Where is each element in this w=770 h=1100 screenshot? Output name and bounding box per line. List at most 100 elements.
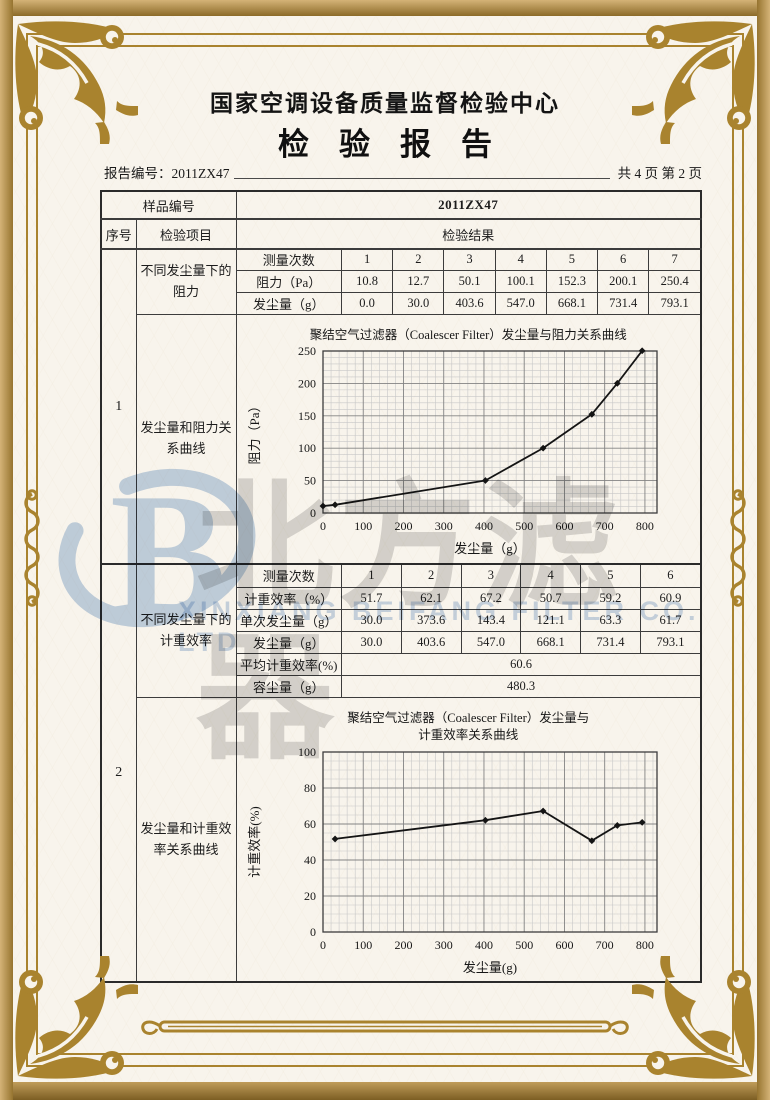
- table-cell: 5: [545, 250, 599, 271]
- table-row: 发尘量和计重效率关系曲线 聚结空气过滤器（Coalescer Filter）发尘…: [101, 697, 702, 983]
- item-cell: 发尘量和阻力关系曲线: [135, 314, 237, 565]
- table-row: 1 不同发尘量下的阻力 测量次数 1 2 3 4 5 6 7: [100, 248, 702, 565]
- svg-text:100: 100: [298, 442, 316, 456]
- border-bar: [0, 0, 13, 1100]
- svg-text:0: 0: [310, 506, 316, 520]
- svg-text:20: 20: [304, 889, 316, 903]
- table-row: 发尘量和阻力关系曲线 聚结空气过滤器（Coalescer Filter）发尘量与…: [101, 314, 702, 565]
- table-row: 计重效率（%） 51.7 62.1 67.2 50.7 59.2 60.9: [236, 586, 701, 610]
- svg-text:50: 50: [304, 474, 316, 488]
- item-cell: 发尘量和计重效率关系曲线: [135, 697, 237, 983]
- svg-text:700: 700: [596, 519, 614, 533]
- table-cell: 1: [341, 250, 394, 271]
- bottom-rod-ornament-icon: [141, 1020, 629, 1035]
- table-cell: 测量次数: [236, 250, 343, 271]
- table-cell: 发尘量（g）: [236, 291, 343, 314]
- table-cell: 12.7: [392, 269, 445, 293]
- table-cell: 731.4: [580, 630, 641, 654]
- table-cell: 62.1: [400, 586, 462, 610]
- table-cell: 50.1: [443, 269, 496, 293]
- table-row: 单次发尘量（g） 30.0 373.6 143.4 121.1 63.3 61.…: [236, 608, 701, 632]
- table-cell: 30.0: [392, 291, 445, 314]
- frame-outer-line: [26, 33, 744, 1067]
- col-header-result: 检验结果: [235, 218, 702, 250]
- table-row: 测量次数 1 2 3 4 5 6: [236, 565, 701, 588]
- svg-text:100: 100: [355, 938, 373, 952]
- results-cell: 测量次数 1 2 3 4 5 6 7 阻力（Pa） 10.8 12.7 50.1: [235, 248, 702, 315]
- svg-text:500: 500: [515, 938, 533, 952]
- svg-text:150: 150: [298, 409, 316, 423]
- resistance-data-table: 测量次数 1 2 3 4 5 6 7 阻力（Pa） 10.8 12.7 50.1: [236, 250, 701, 314]
- report-meta: 报告编号：2011ZX47 共 4 页 第 2 页: [104, 162, 702, 182]
- col-header-serial: 序号: [100, 218, 137, 250]
- table-cell: 60.9: [639, 586, 701, 610]
- svg-text:400: 400: [475, 519, 493, 533]
- table-cell: 152.3: [545, 269, 599, 293]
- table-cell: 668.1: [520, 630, 582, 654]
- table-cell: 3: [443, 250, 496, 271]
- table-cell: 3: [460, 565, 522, 588]
- side-scroll-icon: [24, 489, 40, 607]
- chart-title: 聚结空气过滤器（Coalescer Filter）发尘量与 计重效率关系曲线: [237, 710, 701, 744]
- svg-text:阻力（Pa）: 阻力（Pa）: [247, 400, 262, 465]
- org-title: 国家空调设备质量监督检验中心: [210, 90, 560, 116]
- item-cell: 不同发尘量下的计重效率: [135, 563, 237, 698]
- col-header-item: 检验项目: [135, 218, 237, 250]
- chart-cell: 聚结空气过滤器（Coalescer Filter）发尘量与阻力关系曲线 0 100…: [235, 314, 702, 565]
- svg-text:200: 200: [395, 938, 413, 952]
- table-cell: 5: [580, 565, 641, 588]
- table-cell: 阻力（Pa）: [236, 269, 343, 293]
- svg-text:200: 200: [395, 519, 413, 533]
- svg-text:300: 300: [435, 519, 453, 533]
- item-cell: 不同发尘量下的阻力: [135, 248, 237, 315]
- table-cell: 547.0: [460, 630, 522, 654]
- efficiency-chart: 0 100 200 300 400 500 600 700 800 0 20 40 60 80 100 发尘量…: [247, 746, 658, 975]
- table-row: 发尘量（g） 30.0 403.6 547.0 668.1 731.4 793.…: [236, 630, 701, 654]
- table-cell: 373.6: [400, 608, 462, 632]
- table-cell: 793.1: [648, 291, 701, 314]
- table-cell: 731.4: [597, 291, 650, 314]
- svg-text:0: 0: [320, 938, 326, 952]
- table-cell: 平均计重效率(%): [236, 652, 343, 676]
- svg-text:100: 100: [355, 519, 373, 533]
- svg-text:200: 200: [298, 377, 316, 391]
- svg-text:600: 600: [556, 938, 574, 952]
- sample-label-cell: 样品编号: [100, 190, 237, 220]
- table-cell: 100.1: [494, 269, 547, 293]
- svg-text:400: 400: [475, 938, 493, 952]
- table-cell: 143.4: [460, 608, 522, 632]
- table-cell: 测量次数: [236, 565, 343, 588]
- serial-cell: 2: [100, 563, 137, 983]
- table-cell: 480.3: [341, 674, 701, 697]
- table-cell: 547.0: [494, 291, 547, 314]
- chart-title-line2: 计重效率关系曲线: [418, 728, 519, 742]
- table-cell: 403.6: [400, 630, 462, 654]
- svg-text:80: 80: [304, 781, 316, 795]
- table-row: 测量次数 1 2 3 4 5 6 7: [236, 250, 701, 271]
- table-cell: 单次发尘量（g）: [236, 608, 343, 632]
- inspection-table: 样品编号 2011ZX47 序号 检验项目 检验结果 1 不同发尘量下的阻力 测…: [100, 190, 703, 983]
- table-row: 容尘量（g） 480.3: [236, 674, 701, 697]
- serial-cell: 1: [100, 248, 137, 565]
- sample-value-cell: 2011ZX47: [235, 190, 702, 220]
- resistance-chart: 0 100 200 300 400 500 600 700 800 0 50 100 150 200 250…: [247, 345, 658, 556]
- svg-text:40: 40: [304, 853, 316, 867]
- table-cell: 4: [494, 250, 547, 271]
- table-cell: 60.6: [341, 652, 701, 676]
- report-title: 检验报告: [278, 127, 522, 162]
- table-row: 序号 检验项目 检验结果: [100, 218, 702, 250]
- chart-cell: 聚结空气过滤器（Coalescer Filter）发尘量与 计重效率关系曲线 0…: [235, 697, 702, 983]
- table-cell: 0.0: [341, 291, 394, 314]
- table-cell: 51.7: [341, 586, 402, 610]
- table-cell: 67.2: [460, 586, 522, 610]
- border-bar: [0, 1082, 770, 1100]
- table-cell: 10.8: [341, 269, 394, 293]
- table-cell: 250.4: [648, 269, 701, 293]
- table-cell: 6: [639, 565, 701, 588]
- svg-text:600: 600: [556, 519, 574, 533]
- table-cell: 50.7: [520, 586, 582, 610]
- page-info: 共 4 页 第 2 页: [617, 166, 702, 181]
- table-cell: 63.3: [580, 608, 641, 632]
- svg-text:100: 100: [298, 746, 316, 759]
- table-cell: 30.0: [341, 608, 402, 632]
